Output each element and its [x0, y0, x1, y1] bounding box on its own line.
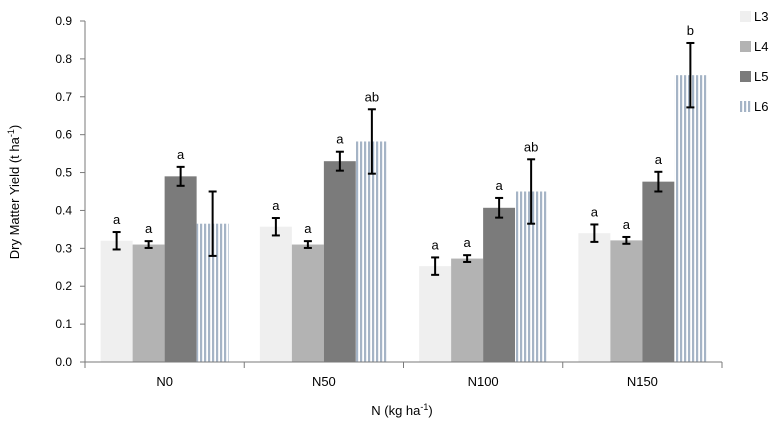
y-axis-title-base: Dry Matter Yield (t ha: [7, 136, 22, 259]
y-tick-label: 0.0: [55, 355, 72, 369]
significance-letter: ab: [524, 139, 538, 154]
y-tick-label: 0.6: [55, 128, 72, 142]
significance-letter: a: [591, 204, 599, 219]
bar-L4-N50: [291, 244, 324, 362]
error-bar-L6-N0: [208, 190, 217, 257]
bar-L5-N50: [323, 161, 356, 362]
legend-item-L4: L4: [740, 39, 768, 54]
x-axis-title-sup: -1: [420, 402, 428, 412]
bar-L5-N150: [642, 181, 675, 362]
significance-letter: a: [336, 132, 344, 147]
error-bar-L5-N150: [654, 170, 663, 193]
significance-letters-layer: a a a a a a a a a a a a ab ab b: [113, 23, 694, 252]
x-ticks: N0 N50 N100 N150: [84, 362, 723, 389]
bar-L3-N150: [578, 233, 611, 362]
y-ticks: 0.0 0.1 0.2 0.3 0.4 0.5 0.6 0.7 0.8 0.9: [55, 14, 85, 369]
significance-letter: a: [177, 147, 185, 162]
legend-swatch: [740, 11, 751, 22]
legend: L3 L4 L5 L6: [740, 9, 768, 114]
error-bar-L4-N150: [622, 235, 631, 245]
bar-L3-N100: [419, 266, 452, 362]
legend-label: L6: [754, 99, 768, 114]
bars-layer: [100, 75, 707, 362]
legend-swatch: [740, 101, 751, 112]
x-axis-title: N (kg ha-1): [371, 402, 433, 418]
error-bar-L6-N150: [686, 41, 695, 109]
axes: 0.0 0.1 0.2 0.3 0.4 0.5 0.6 0.7 0.8 0.9 N0 N50 N100…: [55, 14, 723, 389]
bar-L6-N50: [355, 141, 388, 362]
bar-L4-N150: [610, 240, 643, 362]
legend-swatch: [740, 41, 751, 52]
error-bar-L3-N0: [112, 231, 121, 251]
y-tick-label: 0.3: [55, 241, 72, 255]
bar-L4-N100: [451, 258, 484, 362]
legend-label: L3: [754, 9, 768, 24]
significance-letter: a: [145, 221, 153, 236]
significance-letter: a: [464, 235, 472, 250]
error-bar-L4-N50: [303, 240, 312, 249]
legend-label: L4: [754, 39, 768, 54]
error-bar-L5-N50: [335, 150, 344, 172]
y-axis-title-sup: -1: [6, 129, 16, 137]
bar-L3-N50: [259, 226, 292, 362]
bar-L4-N0: [132, 244, 165, 362]
x-axis-title-base: N (kg ha: [371, 403, 421, 418]
significance-letter: a: [655, 152, 663, 167]
significance-letter: a: [623, 217, 631, 232]
legend-item-L3: L3: [740, 9, 768, 24]
significance-letter: a: [496, 178, 504, 193]
x-tick-label: N50: [312, 374, 336, 389]
error-bar-L5-N0: [176, 165, 185, 187]
legend-label: L5: [754, 69, 768, 84]
y-axis-title: Dry Matter Yield (t ha-1): [6, 125, 22, 259]
y-tick-label: 0.2: [55, 279, 72, 293]
significance-letter: b: [687, 23, 694, 38]
significance-letter: a: [272, 198, 280, 213]
significance-letter: a: [304, 221, 312, 236]
legend-swatch: [740, 71, 751, 82]
x-tick-label: N150: [627, 374, 658, 389]
bar-L6-N150: [674, 75, 707, 362]
y-tick-label: 0.5: [55, 166, 72, 180]
significance-letter: a: [432, 237, 440, 252]
significance-letter: a: [113, 212, 121, 227]
bar-L3-N0: [100, 240, 133, 362]
error-bar-L4-N0: [144, 240, 153, 249]
x-axis-title-tail: ): [428, 403, 432, 418]
error-bar-L5-N100: [495, 196, 504, 219]
error-bar-L6-N50: [367, 108, 376, 175]
x-tick-label: N100: [468, 374, 499, 389]
error-bar-L6-N100: [527, 158, 536, 225]
y-tick-label: 0.1: [55, 317, 72, 331]
error-bar-L3-N100: [431, 256, 440, 276]
y-tick-label: 0.8: [55, 52, 72, 66]
error-bar-L3-N50: [271, 217, 280, 237]
x-tick-label: N0: [156, 374, 173, 389]
y-tick-label: 0.7: [55, 90, 72, 104]
legend-item-L5: L5: [740, 69, 768, 84]
y-tick-label: 0.9: [55, 14, 72, 28]
error-bar-L4-N100: [463, 254, 472, 263]
error-bars-layer: [112, 41, 695, 276]
legend-item-L6: L6: [740, 99, 768, 114]
y-axis-title-tail: ): [7, 125, 22, 129]
error-bar-L3-N150: [590, 223, 599, 243]
significance-letter: ab: [365, 89, 379, 104]
y-tick-label: 0.4: [55, 203, 72, 217]
bar-L5-N100: [483, 207, 516, 362]
bar-L5-N0: [164, 176, 197, 362]
